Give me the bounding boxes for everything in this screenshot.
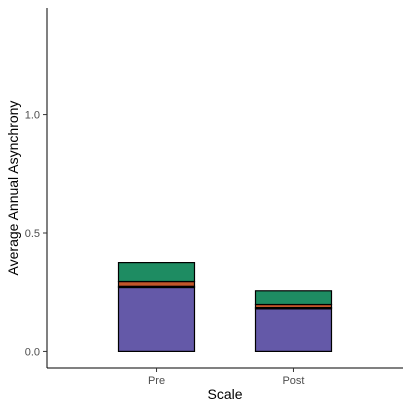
x-ticks: Pre Post (148, 368, 304, 387)
bar-post-segment-4 (254, 290, 333, 306)
x-tick-label-post: Post (282, 375, 304, 387)
bar-pre-segment-4 (117, 262, 196, 283)
y-axis-title: Average Annual Asynchrony (5, 101, 21, 276)
y-ticks: 0.0 0.5 1.0 (25, 110, 47, 358)
x-tick-label-pre: Pre (148, 375, 165, 387)
x-axis-title: Scale (207, 386, 242, 402)
bar-post-segment-1 (254, 308, 333, 352)
bar-pre-segment-3 (117, 281, 196, 287)
bars-layer (117, 262, 333, 353)
bar-pre-segment-1 (117, 286, 196, 353)
y-tick-label: 1.0 (25, 110, 40, 122)
y-tick-label: 0.5 (25, 228, 40, 240)
y-tick-label: 0.0 (25, 346, 40, 358)
